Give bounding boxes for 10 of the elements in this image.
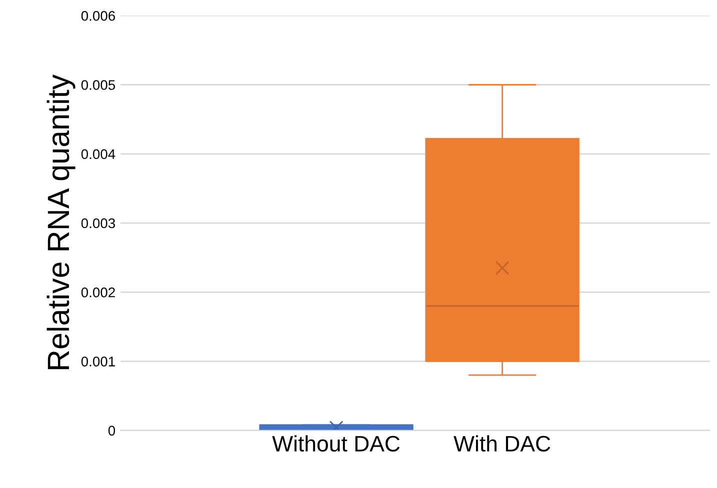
y-tick-label: 0.002 <box>81 287 115 298</box>
y-tick-label: 0.006 <box>81 10 115 21</box>
x-tick-label: Without DAC <box>272 435 400 452</box>
y-axis-title: Relative RNA quantity <box>46 74 76 370</box>
y-tick-label: 0.003 <box>81 218 115 228</box>
x-tick-label: With DAC <box>454 435 550 452</box>
y-tick-label: 0.005 <box>81 80 116 90</box>
y-tick-label: 0 <box>108 426 116 436</box>
y-tick-label: 0.004 <box>81 149 116 160</box>
y-tick-label: 0.001 <box>81 356 115 366</box>
